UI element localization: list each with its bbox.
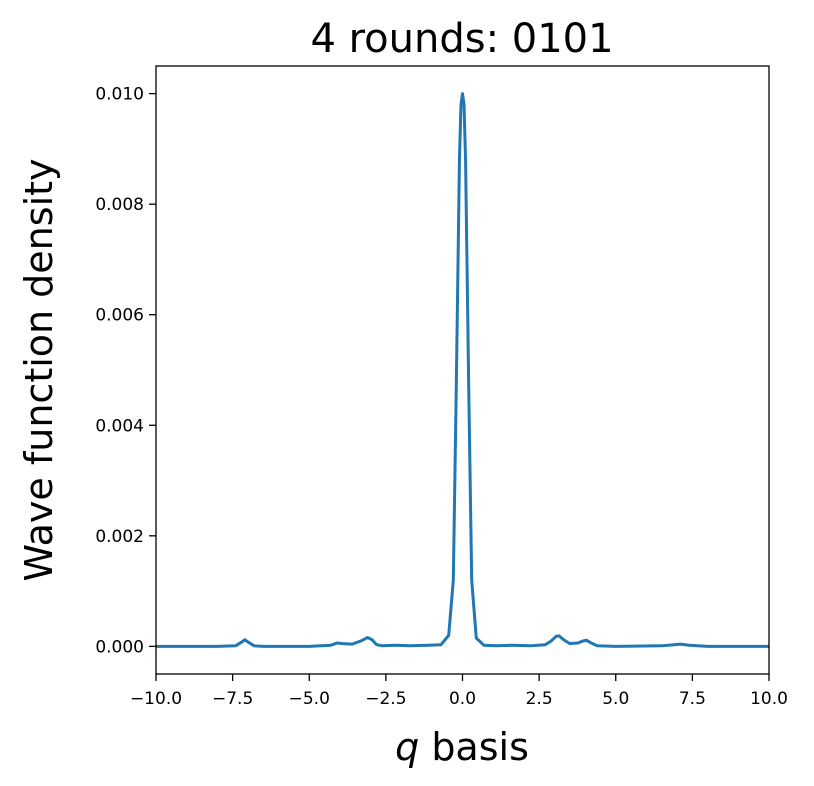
x-tick-label: 5.0 <box>602 689 629 709</box>
y-tick-label: 0.008 <box>95 195 144 215</box>
x-tick-label: −10.0 <box>130 689 182 709</box>
x-axis-label-variable: q <box>395 725 419 769</box>
y-tick-label: 0.000 <box>95 637 144 657</box>
x-tick-label: 10.0 <box>750 689 788 709</box>
y-tick-label: 0.002 <box>95 527 144 547</box>
y-tick-label: 0.006 <box>95 306 144 326</box>
y-tick-label: 0.004 <box>95 416 144 436</box>
y-tick-label: 0.010 <box>95 85 144 105</box>
x-tick-label: −2.5 <box>365 689 406 709</box>
x-axis-label-text: basis <box>419 725 529 769</box>
chart-title: 4 rounds: 0101 <box>310 16 613 62</box>
x-tick-label: 2.5 <box>526 689 553 709</box>
x-axis-label: q basis <box>395 725 529 769</box>
x-tick-label: −5.0 <box>289 689 330 709</box>
x-tick-label: 7.5 <box>679 689 706 709</box>
y-axis-label: Wave function density <box>17 158 61 581</box>
series-line-0 <box>156 92 769 648</box>
plot-frame <box>155 65 770 675</box>
x-tick-label: 0.0 <box>449 689 476 709</box>
x-tick-label: −7.5 <box>212 689 253 709</box>
